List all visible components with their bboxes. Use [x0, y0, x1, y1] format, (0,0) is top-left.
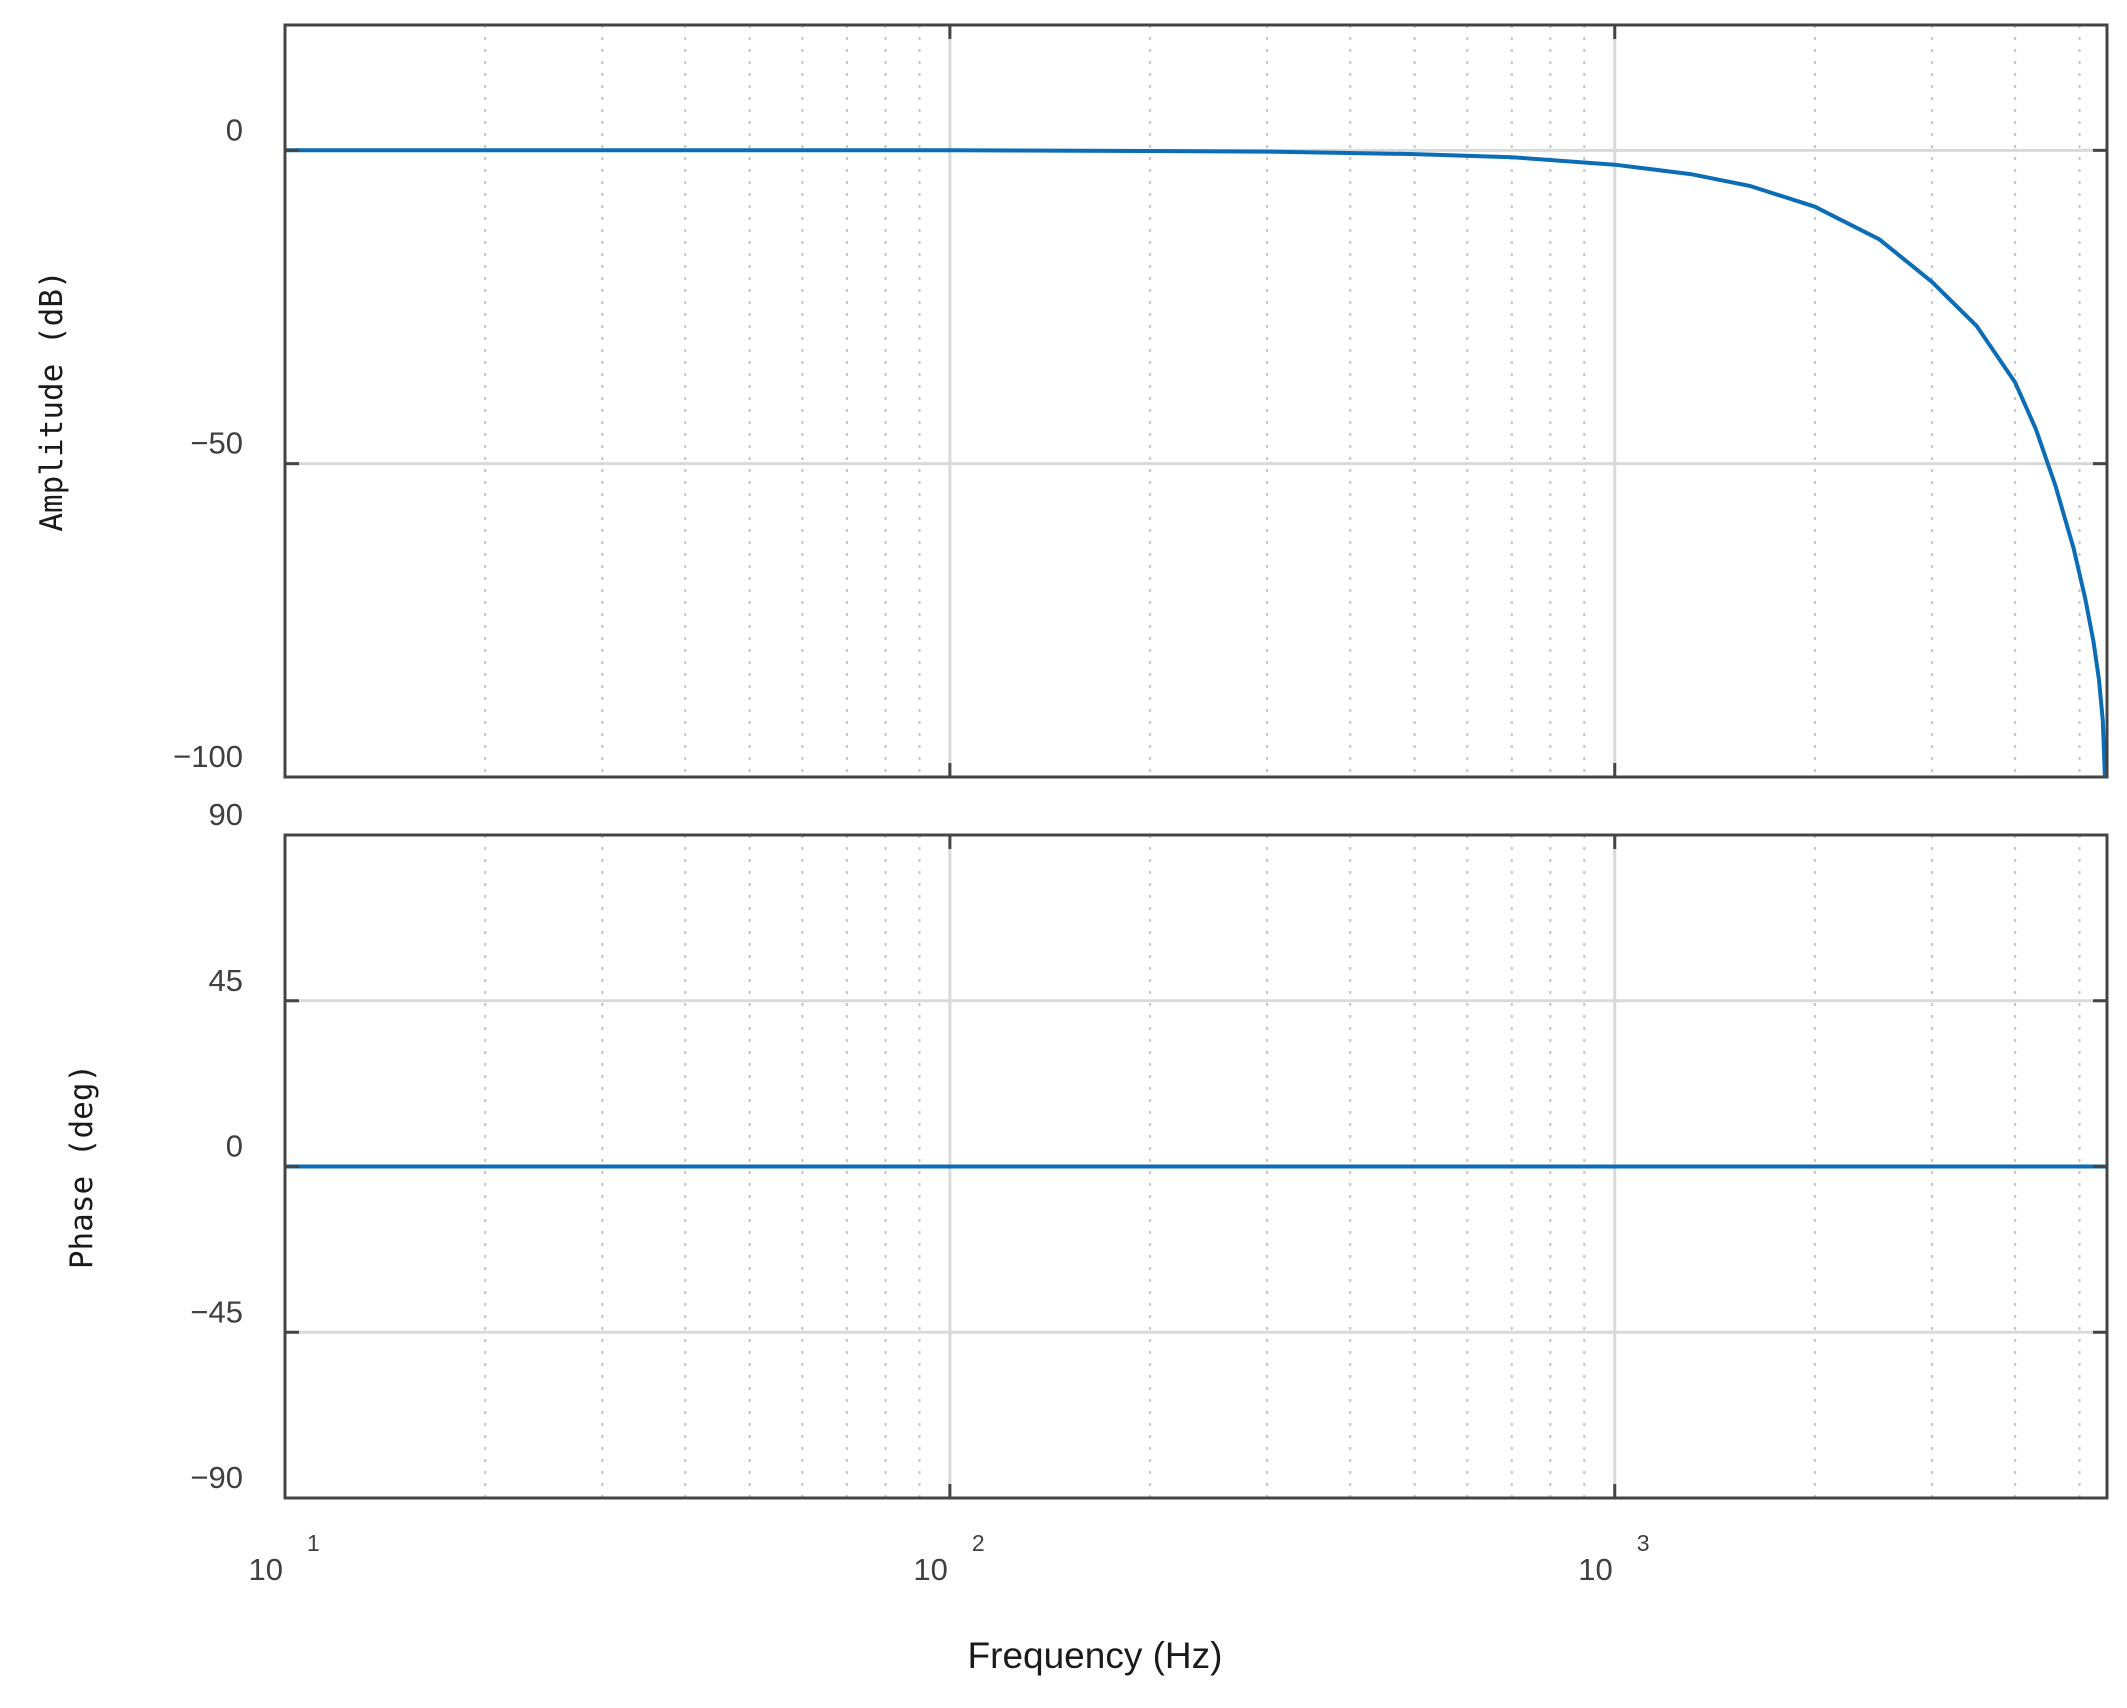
y-tick-label: −50: [190, 426, 243, 461]
y-axis-title: Amplitude (dB): [34, 270, 70, 531]
y-tick-label: 0: [226, 112, 243, 147]
phase-panel: 90 45 0 −45 −90 Phase (deg) 10 1 10 2 10 3: [64, 797, 2109, 1587]
x-tick-exponent: 1: [307, 1530, 320, 1556]
x-tick-exponent: 3: [1637, 1530, 1650, 1556]
data-curve: [285, 148, 2107, 778]
amplitude-panel: 0 −50 −100 Amplitude (dB): [34, 23, 2109, 779]
y-tick-label: −100: [173, 739, 243, 774]
x-tick-label: 10: [913, 1552, 947, 1587]
y-tick-label: 45: [209, 963, 243, 998]
x-tick-exponent: 2: [972, 1530, 985, 1556]
y-tick-label: −90: [190, 1460, 243, 1495]
y-tick-label: −45: [190, 1294, 243, 1329]
plot-frame: [283, 23, 2109, 779]
x-tick-label: 10: [249, 1552, 283, 1587]
y-tick-label: 90: [209, 797, 243, 832]
x-tick-label: 10: [1578, 1552, 1612, 1587]
y-axis-title: Phase (deg): [64, 1064, 100, 1269]
y-tick-label: 0: [226, 1129, 243, 1164]
x-axis-title: Frequency (Hz): [968, 1635, 1223, 1676]
